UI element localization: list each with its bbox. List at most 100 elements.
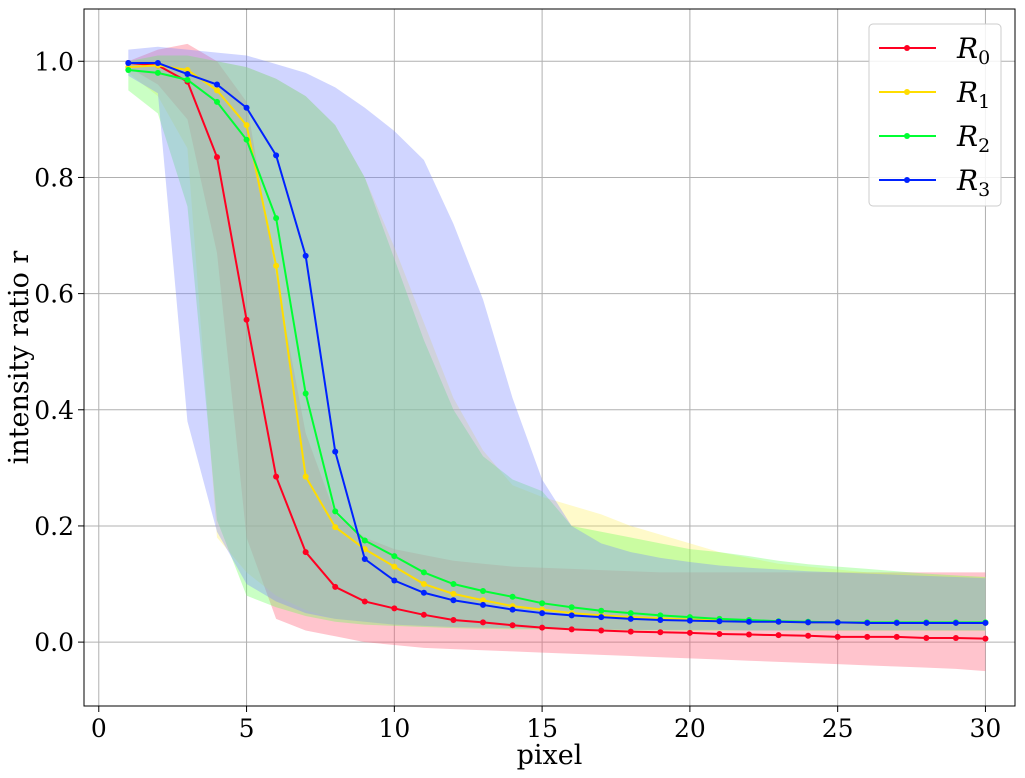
point-r2 (450, 581, 457, 588)
point-r1 (480, 597, 486, 604)
legend-label: R1 (956, 76, 990, 113)
point-r2 (568, 604, 575, 611)
point-r3 (509, 606, 516, 613)
legend-label-name: R (956, 76, 978, 109)
x-tick-label: 0 (91, 714, 107, 743)
series-r2 (125, 66, 989, 626)
legend-label-name: R (956, 32, 978, 65)
series-r3 (125, 60, 989, 626)
point-r2 (302, 390, 309, 397)
legend-label-subscript: 3 (978, 179, 990, 201)
point-r0 (598, 627, 605, 634)
point-r3 (805, 619, 812, 626)
point-r2 (243, 136, 250, 143)
band-r1 (128, 55, 986, 632)
point-r0 (391, 605, 398, 612)
point-r2 (598, 607, 605, 614)
grid (84, 9, 1015, 706)
point-r3 (952, 619, 959, 626)
point-r3 (568, 612, 575, 619)
band-r3 (128, 46, 986, 631)
point-r3 (746, 618, 752, 625)
point-r3 (627, 615, 634, 622)
point-r0 (420, 611, 427, 618)
point-r0 (214, 154, 220, 161)
point-r2 (420, 569, 427, 576)
point-r2 (214, 98, 220, 105)
legend-item-r1: R1 (879, 76, 990, 113)
point-r3 (982, 619, 989, 626)
legend-label-subscript: 0 (978, 47, 990, 69)
point-r3 (302, 252, 309, 259)
x-tick-label: 30 (970, 714, 1002, 743)
point-r0 (952, 635, 959, 642)
x-tick-label: 20 (674, 714, 706, 743)
legend-item-r2: R2 (879, 120, 990, 157)
point-r3 (716, 618, 723, 625)
x-tick-label: 10 (378, 714, 410, 743)
point-r0 (775, 632, 782, 639)
point-r0 (982, 635, 989, 642)
point-r3 (775, 618, 782, 625)
legend-label-name: R (956, 164, 978, 197)
point-r0 (332, 583, 339, 590)
point-r0 (657, 629, 664, 636)
point-r0 (302, 549, 309, 556)
point-r3 (154, 60, 161, 67)
y-tick-label: 0.0 (34, 628, 74, 657)
point-r2 (627, 610, 634, 617)
point-r3 (893, 619, 900, 626)
y-axis-ticks: 0.0 0.2 0.4 0.6 0.8 1.0 (34, 47, 84, 657)
point-r0 (450, 617, 457, 624)
y-axis-label: intensity ratio r (4, 251, 35, 465)
point-r0 (864, 633, 871, 640)
point-r2 (154, 69, 161, 76)
point-r0 (568, 626, 575, 633)
point-r3 (598, 614, 605, 621)
confidence-bands (128, 43, 986, 672)
point-r0 (243, 316, 250, 323)
point-r2 (184, 76, 191, 83)
point-r1 (450, 590, 457, 597)
x-tick-label: 15 (526, 714, 558, 743)
point-r1 (420, 581, 427, 588)
point-r3 (332, 448, 339, 455)
legend-label: R0 (956, 32, 990, 69)
point-r3 (243, 104, 250, 111)
point-r3 (125, 60, 132, 67)
point-r3 (450, 597, 457, 604)
series-lines (125, 60, 989, 642)
point-r3 (923, 619, 930, 626)
point-r3 (480, 601, 486, 608)
point-r2 (480, 587, 486, 594)
point-r0 (539, 624, 546, 631)
point-r0 (686, 629, 693, 636)
x-axis-ticks: 0 5 10 15 20 25 30 (91, 706, 1002, 743)
legend-item-r3: R3 (879, 164, 990, 201)
point-r3 (391, 577, 398, 584)
point-r0 (923, 635, 930, 642)
legend-label: R3 (956, 164, 990, 201)
band-r2 (128, 55, 986, 631)
y-tick-label: 0.4 (34, 396, 74, 425)
point-r0 (746, 631, 752, 638)
point-r2 (657, 612, 664, 619)
legend-marker (904, 133, 910, 139)
legend-label: R2 (956, 120, 990, 157)
line-r3 (128, 62, 986, 624)
y-tick-label: 1.0 (34, 47, 74, 76)
legend-marker (904, 89, 910, 95)
point-r2 (539, 600, 546, 607)
y-tick-label: 0.2 (34, 512, 74, 541)
point-r3 (361, 556, 368, 563)
point-r2 (332, 508, 339, 515)
legend-item-r0: R0 (879, 32, 990, 69)
point-r3 (864, 619, 871, 626)
point-r2 (361, 537, 368, 544)
point-r1 (391, 563, 398, 570)
legend-label-name: R (956, 120, 978, 153)
point-r0 (716, 630, 723, 637)
point-r0 (361, 598, 368, 605)
